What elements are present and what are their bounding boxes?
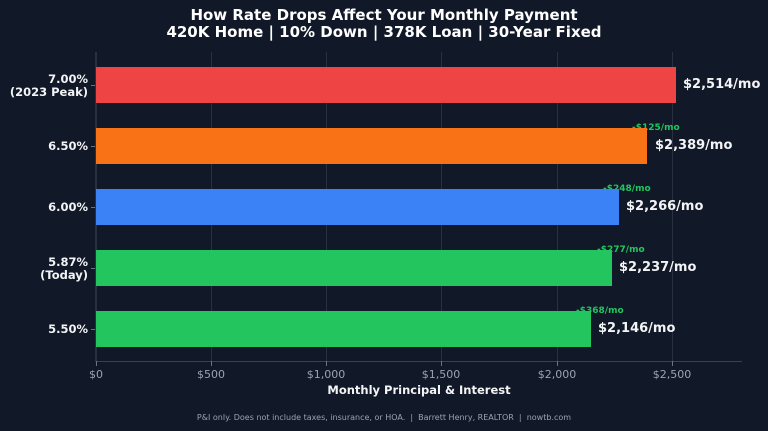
gridline [672,52,673,361]
x-tick-label: $0 [89,368,103,381]
x-tick [672,361,673,366]
y-axis-line [95,52,96,362]
x-tick-label: $500 [197,368,225,381]
y-tick [91,268,95,269]
savings-label: -$277/mo [597,245,645,255]
bar-6-50[interactable] [96,128,647,164]
y-label-5-50: 5.50% [48,322,88,336]
x-tick [557,361,558,366]
bar-5-50[interactable] [96,311,591,347]
x-tick-label: $1,500 [421,368,461,381]
x-tick [211,361,212,366]
y-tick [91,146,95,147]
value-label: $2,514/mo [683,77,761,92]
x-tick-label: $2,000 [537,368,577,381]
value-label: $2,237/mo [619,260,697,275]
savings-label: -$368/mo [576,306,624,316]
value-label: $2,266/mo [626,199,704,214]
x-tick [96,361,97,366]
footer-note: P&I only. Does not include taxes, insura… [196,413,572,422]
value-label: $2,146/mo [598,321,676,336]
savings-label: -$248/mo [603,184,651,194]
bar-6-00[interactable] [96,189,619,225]
x-tick [441,361,442,366]
y-label-6-50: 6.50% [48,139,88,153]
savings-label: -$125/mo [632,123,680,133]
x-tick-label: $1,000 [306,368,346,381]
x-tick [326,361,327,366]
y-label-7-00: 7.00% (2023 Peak) [9,72,88,99]
y-label-6-00: 6.00% [48,200,88,214]
bar-7-00[interactable] [96,67,676,103]
chart-subtitle: 420K Home | 10% Down | 378K Loan | 30-Ye… [166,23,602,41]
y-tick [91,207,95,208]
x-axis-line [96,361,742,362]
value-label: $2,389/mo [655,138,733,153]
x-tick-label: $2,500 [652,368,692,381]
y-label-5-87: 5.87% (Today) [40,255,88,282]
y-tick [91,85,95,86]
x-axis-label: Monthly Principal & Interest [327,383,511,397]
y-tick [91,329,95,330]
chart-title: How Rate Drops Affect Your Monthly Payme… [190,6,578,24]
bar-5-87[interactable] [96,250,612,286]
